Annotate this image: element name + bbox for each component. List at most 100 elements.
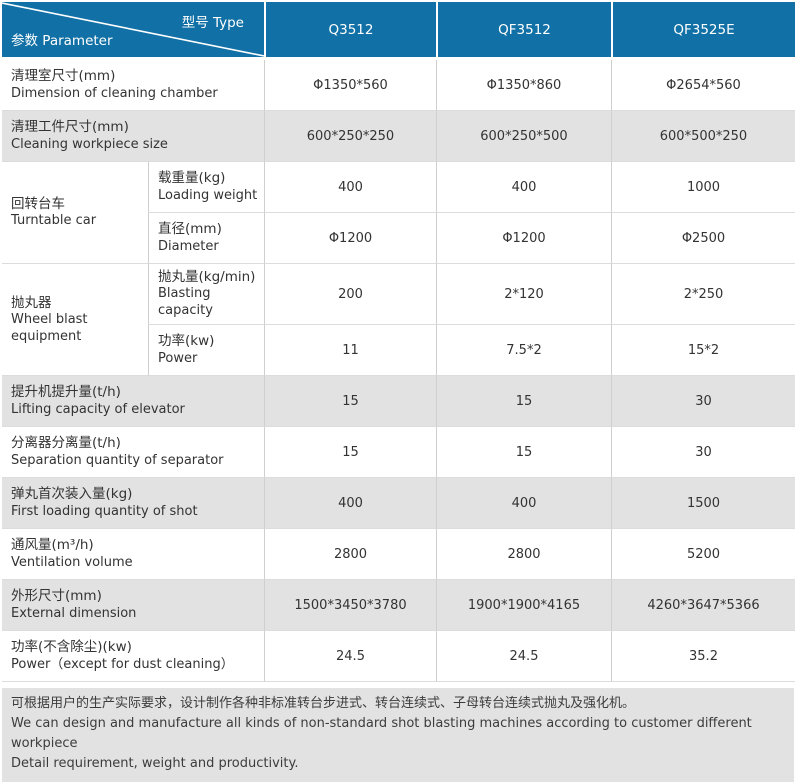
- cell-value: 1000: [611, 162, 795, 213]
- cell-value: 11: [264, 325, 436, 376]
- header-row: 型号 Type 参数 Parameter Q3512 QF3512 QF3525…: [2, 2, 795, 60]
- cell-value: 2*120: [436, 264, 611, 325]
- table-row-workpiece-size: 清理工件尺寸(mm) Cleaning workpiece size 600*2…: [2, 111, 795, 162]
- spec-table: 型号 Type 参数 Parameter Q3512 QF3512 QF3525…: [2, 2, 795, 682]
- cell-value: 2*250: [611, 264, 795, 325]
- cell-value: Φ2500: [611, 213, 795, 264]
- label-en: Power: [158, 350, 198, 366]
- table-row-ventilation-volume: 通风量(m³/h) Ventilation volume 2800 2800 5…: [2, 529, 795, 580]
- type-header-label: 型号 Type: [181, 15, 244, 31]
- label-en: Dimension of cleaning chamber: [11, 85, 218, 101]
- cell-value: 1900*1900*4165: [436, 580, 611, 631]
- table-row-first-loading-shot: 弹丸首次装入量(kg) First loading quantity of sh…: [2, 478, 795, 529]
- label-zh: 外形尺寸(mm): [11, 588, 102, 605]
- footer-note-en-line2: Detail requirement, weight and productiv…: [11, 756, 299, 771]
- cell-value: 30: [611, 376, 795, 427]
- row-label: 清理室尺寸(mm) Dimension of cleaning chamber: [2, 60, 264, 111]
- label-zh: 提升机提升量(t/h): [11, 384, 121, 401]
- sub-row-label: 直径(mm) Diameter: [148, 213, 264, 264]
- row-label: 弹丸首次装入量(kg) First loading quantity of sh…: [2, 478, 264, 529]
- label-en: Blasting capacity: [158, 286, 213, 319]
- label-zh: 抛丸量(kg/min): [158, 269, 256, 285]
- sub-row-label: 抛丸量(kg/min) Blasting capacity: [148, 264, 264, 325]
- cell-value: 15*2: [611, 325, 795, 376]
- table-row-lifting-capacity: 提升机提升量(t/h) Lifting capacity of elevator…: [2, 376, 795, 427]
- row-label: 分离器分离量(t/h) Separation quantity of separ…: [2, 427, 264, 478]
- cell-value: 7.5*2: [436, 325, 611, 376]
- cell-value: 400: [436, 478, 611, 529]
- row-label: 提升机提升量(t/h) Lifting capacity of elevator: [2, 376, 264, 427]
- cell-value: Φ1200: [264, 213, 436, 264]
- label-zh: 功率(不含除尘)(kw): [11, 639, 132, 656]
- table-row-total-power: 功率(不含除尘)(kw) Power（except for dust clean…: [2, 631, 795, 682]
- diagonal-divider-line: [2, 2, 264, 57]
- cell-value: Φ1350*560: [264, 60, 436, 111]
- label-zh: 抛丸器: [11, 294, 52, 311]
- cell-value: 600*250*250: [264, 111, 436, 162]
- label-en: Ventilation volume: [11, 554, 133, 570]
- cell-value: 15: [436, 376, 611, 427]
- cell-value: 600*500*250: [611, 111, 795, 162]
- cell-value: 24.5: [436, 631, 611, 682]
- table-row-diameter: 直径(mm) Diameter Φ1200 Φ1200 Φ2500: [2, 213, 795, 264]
- cell-value: 2800: [264, 529, 436, 580]
- label-zh: 载重量(kg): [158, 170, 226, 187]
- label-en: External dimension: [11, 605, 137, 621]
- cell-value: 400: [436, 162, 611, 213]
- footer-note: 可根据用户的生产实际要求，设计制作各种非标准转台步进式、转台连续式、子母转台连续…: [2, 688, 794, 782]
- table-row-blast-power: 功率(kw) Power 11 7.5*2 15*2: [2, 325, 795, 376]
- label-en: Lifting capacity of elevator: [11, 401, 185, 417]
- cell-value: 30: [611, 427, 795, 478]
- cell-value: 15: [264, 376, 436, 427]
- label-en: Separation quantity of separator: [11, 452, 224, 468]
- row-label: 功率(不含除尘)(kw) Power（except for dust clean…: [2, 631, 264, 682]
- group-label-wheel-blast-equipment: 抛丸器 Wheel blast equipment: [2, 264, 148, 376]
- model-header-q3512: Q3512: [264, 2, 436, 60]
- label-en: Cleaning workpiece size: [11, 136, 168, 152]
- label-en: Wheel blast equipment: [11, 311, 88, 344]
- cell-value: Φ1200: [436, 213, 611, 264]
- group-label-turntable-car: 回转台车 Turntable car: [2, 162, 148, 264]
- cell-value: 15: [436, 427, 611, 478]
- label-zh: 直径(mm): [158, 221, 222, 238]
- cell-value: 400: [264, 162, 436, 213]
- cell-value: 1500: [611, 478, 795, 529]
- corner-header-cell: 型号 Type 参数 Parameter: [2, 2, 264, 60]
- parameter-header-label: 参数 Parameter: [11, 33, 113, 49]
- model-header-qf3512: QF3512: [436, 2, 611, 60]
- table-row-external-dimension: 外形尺寸(mm) External dimension 1500*3450*37…: [2, 580, 795, 631]
- label-en: Diameter: [158, 238, 219, 254]
- table-row-cleaning-chamber: 清理室尺寸(mm) Dimension of cleaning chamber …: [2, 60, 795, 111]
- footer-note-en-line1: We can design and manufacture all kinds …: [11, 716, 752, 751]
- cell-value: 24.5: [264, 631, 436, 682]
- label-zh: 清理室尺寸(mm): [11, 68, 116, 85]
- row-label: 通风量(m³/h) Ventilation volume: [2, 529, 264, 580]
- row-label: 清理工件尺寸(mm) Cleaning workpiece size: [2, 111, 264, 162]
- label-en: Power（except for dust cleaning）: [11, 656, 234, 672]
- cell-value: 600*250*500: [436, 111, 611, 162]
- label-zh: 弹丸首次装入量(kg): [11, 486, 133, 503]
- cell-value: Φ1350*860: [436, 60, 611, 111]
- cell-value: 35.2: [611, 631, 795, 682]
- label-zh: 回转台车: [11, 195, 65, 212]
- cell-value: 1500*3450*3780: [264, 580, 436, 631]
- label-en: Loading weight: [158, 187, 258, 203]
- table-row-separation-quantity: 分离器分离量(t/h) Separation quantity of separ…: [2, 427, 795, 478]
- label-en: First loading quantity of shot: [11, 503, 198, 519]
- label-en: Turntable car: [11, 213, 97, 229]
- row-label: 外形尺寸(mm) External dimension: [2, 580, 264, 631]
- table-row-blasting-capacity: 抛丸器 Wheel blast equipment 抛丸量(kg/min) Bl…: [2, 264, 795, 376]
- footer-note-zh: 可根据用户的生产实际要求，设计制作各种非标准转台步进式、转台连续式、子母转台连续…: [11, 696, 636, 711]
- label-zh: 分离器分离量(t/h): [11, 435, 121, 452]
- cell-value: 15: [264, 427, 436, 478]
- cell-value: 4260*3647*5366: [611, 580, 795, 631]
- label-zh: 通风量(m³/h): [11, 537, 94, 554]
- label-zh: 功率(kw): [158, 333, 215, 350]
- cell-value: 2800: [436, 529, 611, 580]
- cell-value: 400: [264, 478, 436, 529]
- sub-row-label: 功率(kw) Power: [148, 325, 264, 376]
- model-header-qf3525e: QF3525E: [611, 2, 795, 60]
- cell-value: Φ2654*560: [611, 60, 795, 111]
- sub-row-label: 载重量(kg) Loading weight: [148, 162, 264, 213]
